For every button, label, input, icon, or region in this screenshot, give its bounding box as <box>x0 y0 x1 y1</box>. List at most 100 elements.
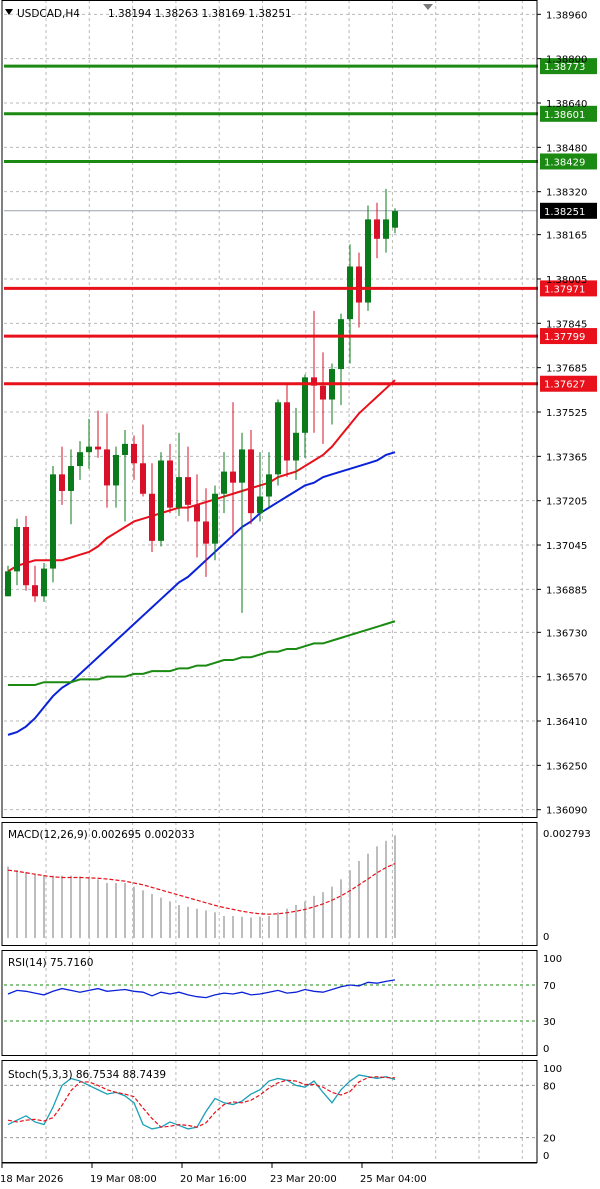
candle-body <box>284 402 290 461</box>
panel-frame <box>1 822 538 946</box>
price-tick-label: 1.38320 <box>546 188 587 199</box>
candle <box>374 202 380 259</box>
candle-body <box>374 219 380 239</box>
support-level-tag <box>540 375 597 392</box>
candle-body <box>41 568 47 597</box>
price-tick-label: 1.37685 <box>546 364 587 375</box>
candle-body <box>50 474 56 569</box>
candle <box>104 413 110 508</box>
candle <box>149 463 155 552</box>
resistance-level-label: 1.38429 <box>544 157 585 168</box>
panel-frame <box>1 0 538 818</box>
candle-body <box>311 377 317 386</box>
candle <box>158 452 164 547</box>
time-tick-label: 25 Mar 04:00 <box>360 1174 427 1185</box>
candle <box>239 432 245 613</box>
price-tick-label: 1.37845 <box>546 319 587 330</box>
candle-body <box>140 463 146 494</box>
price-tick-label: 1.36410 <box>546 717 587 728</box>
candle-body <box>365 219 371 303</box>
candle-body <box>248 449 254 514</box>
candle <box>365 205 371 311</box>
indicator-panels: 0.002793 0 100 70 30 0 100 80 20 0 <box>4 829 591 1162</box>
candle <box>5 565 11 597</box>
price-tick-label: 1.36885 <box>546 585 587 596</box>
price-tick-label: 1.36250 <box>546 761 587 772</box>
candle <box>41 563 47 602</box>
candle-body <box>230 471 236 483</box>
candle <box>347 244 353 364</box>
stoch-axis-label: 20 <box>543 1134 556 1145</box>
macd-axis-label: 0.002793 <box>543 829 591 840</box>
price-tick-label: 1.37365 <box>546 452 587 463</box>
stoch-axis-label: 100 <box>543 1064 562 1075</box>
candle <box>293 407 299 480</box>
price-axis: 1.38960 1.38800 1.38640 1.38480 1.38320 1.381… <box>537 10 587 817</box>
price-tick-label: 1.37205 <box>546 497 587 508</box>
candle-body <box>257 496 263 514</box>
candle-body <box>167 460 173 508</box>
panel-frame <box>1 950 538 1056</box>
rsi-title: RSI(14) 75.7160 <box>8 957 93 969</box>
candle-body <box>293 432 299 461</box>
candle-body <box>194 504 200 522</box>
candle <box>302 374 308 458</box>
candle <box>122 430 128 522</box>
candle-body <box>347 266 353 320</box>
candle <box>86 418 92 469</box>
candle-body <box>203 521 209 544</box>
candle-body <box>149 493 155 541</box>
candle-body <box>392 211 398 228</box>
resistance-level-tag <box>540 58 597 75</box>
stoch-k-line <box>7 1074 396 1130</box>
candle-body <box>32 585 38 597</box>
candle <box>176 432 182 516</box>
candle-body <box>77 452 83 467</box>
shift-marker-icon[interactable] <box>423 4 433 10</box>
candle <box>257 452 263 522</box>
time-tick-label: 20 Mar 16:00 <box>180 1174 247 1185</box>
price-tick-label: 1.36570 <box>546 673 587 684</box>
rsi-axis-label: 30 <box>543 1017 556 1028</box>
rsi-axis-label: 0 <box>543 1044 549 1055</box>
time-tick-label: 18 Mar 2026 <box>0 1174 63 1185</box>
support-level-tag <box>540 280 597 297</box>
ohlc-readout: 1.38194 1.38263 1.38169 1.38251 <box>108 8 292 20</box>
candle <box>23 515 29 591</box>
chevron-down-icon[interactable] <box>5 9 13 15</box>
candle-body <box>320 385 326 400</box>
price-tick-label: 1.38165 <box>546 231 587 242</box>
candle <box>266 452 272 508</box>
stoch-title: Stoch(5,3,3) 86.7534 88.7439 <box>8 1069 166 1081</box>
candle <box>392 208 398 234</box>
macd-title: MACD(12,26,9) 0.002695 0.002033 <box>8 829 195 841</box>
candle-body <box>86 446 92 453</box>
moving-average-line-3 <box>8 620 396 686</box>
candle-body <box>113 454 119 486</box>
candle-body <box>212 493 218 544</box>
candle <box>167 443 173 514</box>
candle-body <box>95 446 101 450</box>
candle <box>185 446 191 522</box>
time-tick-label: 23 Mar 20:00 <box>270 1174 337 1185</box>
candle-body <box>68 466 74 491</box>
price-tick-label: 1.38800 <box>546 55 587 66</box>
resistance-level-label: 1.38601 <box>544 110 585 121</box>
support-level-tag <box>540 328 597 345</box>
resistance-level-label: 1.38773 <box>544 62 585 73</box>
candle-body <box>122 443 128 455</box>
candle-body <box>338 319 344 370</box>
candle-body <box>158 460 164 541</box>
chart-header: USDCAD,H4 1.38194 1.38263 1.38169 1.3825… <box>5 4 433 20</box>
current-price-label: 1.38251 <box>544 207 585 218</box>
candle-body <box>131 443 137 464</box>
stoch-axis-label: 80 <box>543 1081 556 1092</box>
macd-axis-label: 0 <box>543 932 549 943</box>
candle-body <box>5 571 11 597</box>
candles <box>5 188 398 613</box>
price-tick-label: 1.36730 <box>546 628 587 639</box>
rsi-axis-label: 70 <box>543 981 556 992</box>
frames: 18 Mar 2026 19 Mar 08:00 20 Mar 16:00 23 Ma… <box>0 0 538 1185</box>
